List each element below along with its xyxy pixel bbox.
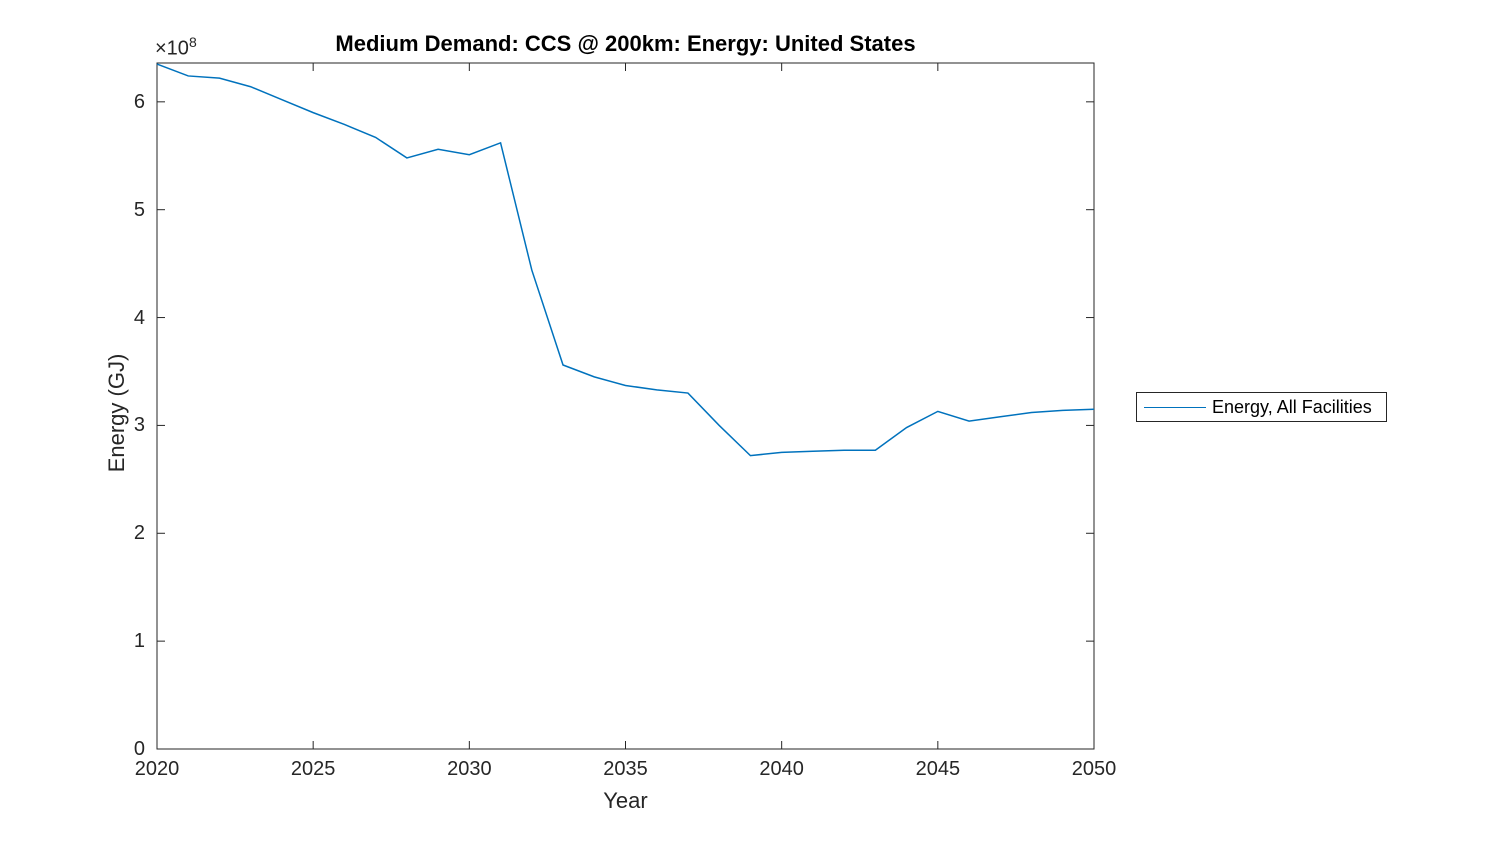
chart-title: Medium Demand: CCS @ 200km: Energy: Unit…	[335, 31, 916, 56]
x-axis-label: Year	[603, 788, 648, 813]
y-tick-label: 6	[133, 90, 145, 113]
y-axis-exponent-power: 8	[188, 34, 197, 50]
y-axis-exponent-label: ×108	[155, 34, 197, 61]
y-tick-label: 3	[133, 414, 145, 437]
legend-box: Energy, All Facilities	[1136, 392, 1387, 422]
x-tick-label: 2040	[759, 758, 804, 780]
x-tick-label: 2035	[603, 758, 648, 780]
x-tick-label: 2030	[447, 758, 492, 780]
y-axis-label: Energy (GJ)	[104, 353, 129, 473]
y-tick-label: 5	[133, 198, 145, 221]
y-tick-label: 0	[133, 738, 145, 760]
x-tick-label: 2020	[134, 758, 180, 780]
legend-entry-label: Energy, All Facilities	[1212, 396, 1372, 417]
x-tick-label: 2045	[915, 758, 961, 780]
y-axis-exponent-base: ×10	[155, 37, 189, 60]
x-tick-label: 2050	[1071, 758, 1117, 780]
plot-box	[156, 62, 1095, 750]
y-tick-label: 1	[133, 630, 145, 653]
series-line	[156, 63, 1095, 457]
legend-line-sample	[1144, 406, 1206, 408]
y-tick-label: 2	[133, 522, 145, 545]
x-tick-label: 2025	[290, 758, 336, 780]
y-tick-label: 4	[133, 306, 145, 329]
